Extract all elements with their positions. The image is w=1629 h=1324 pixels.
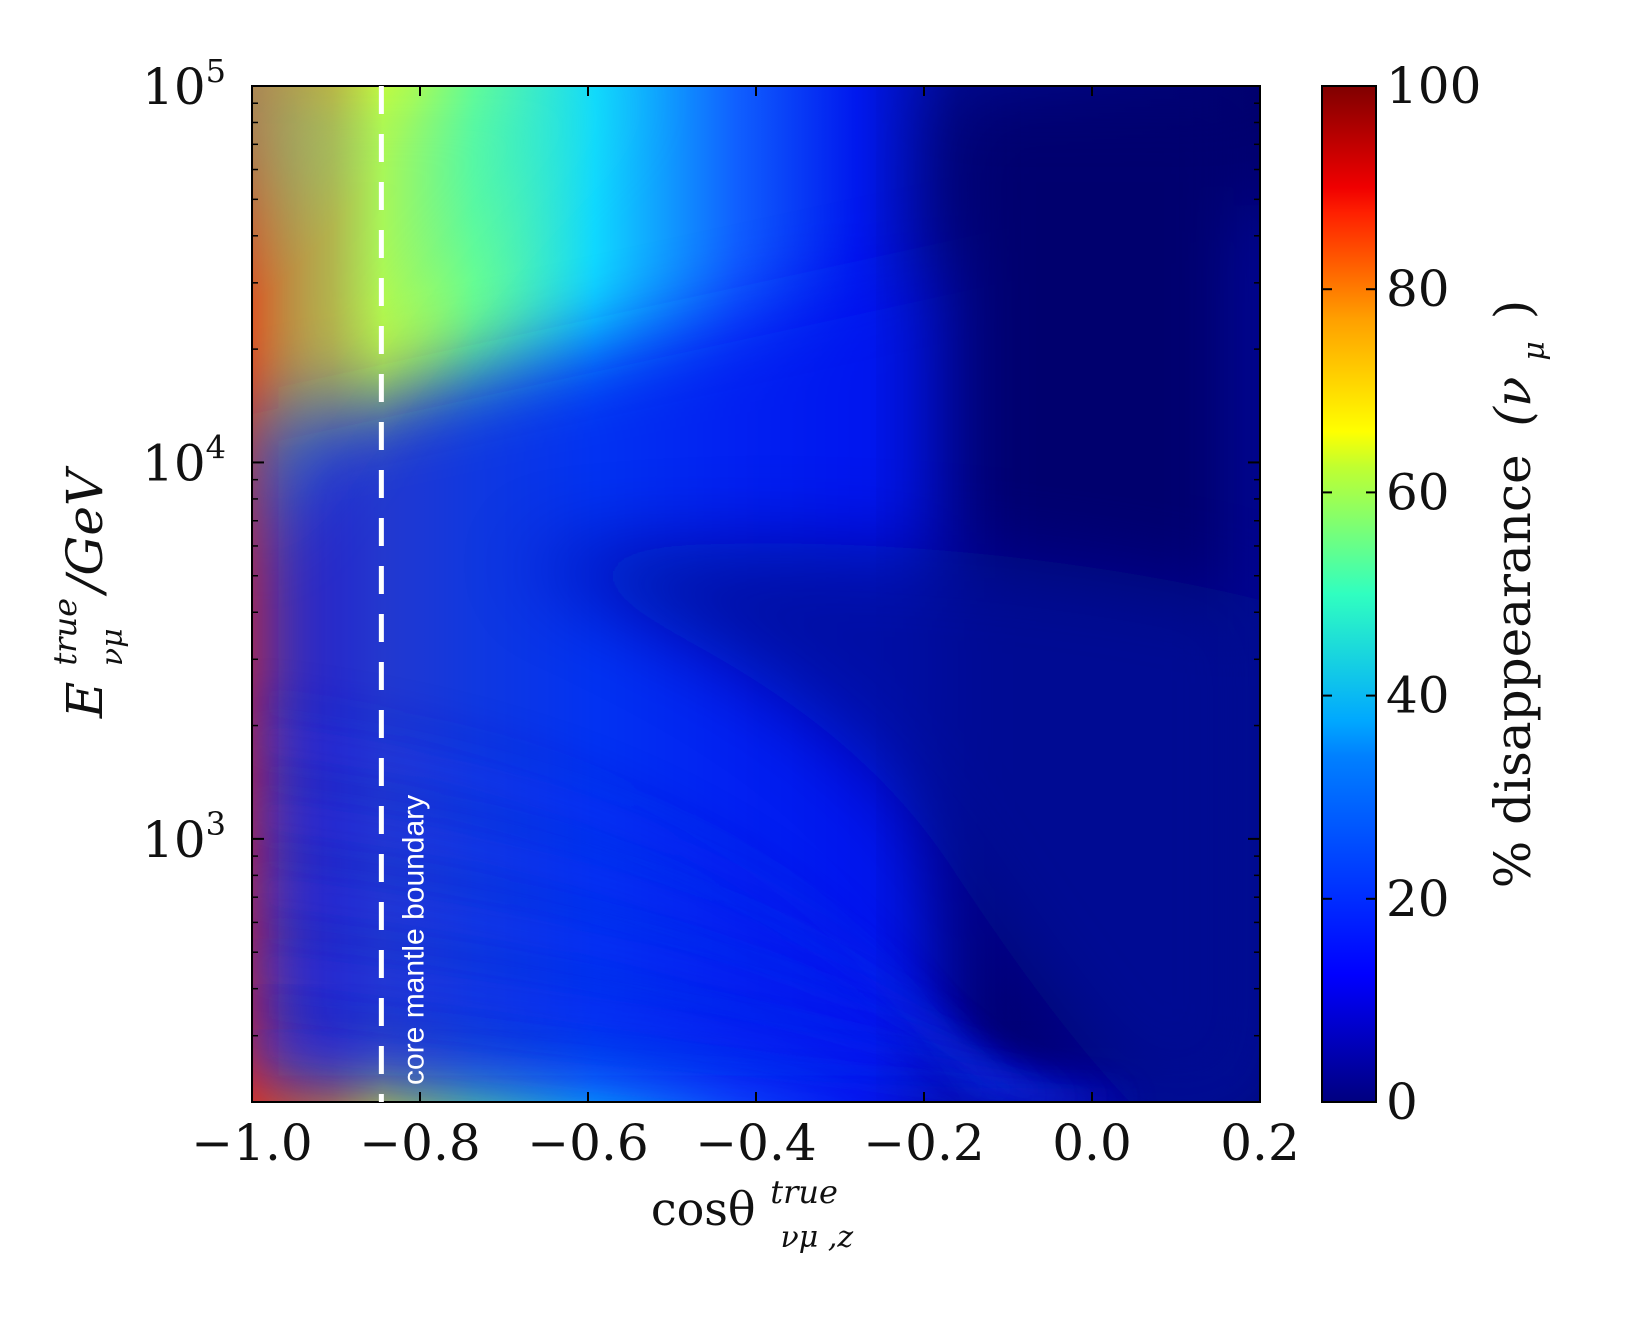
colorbar-tick-label: 0 (1386, 1073, 1418, 1131)
y-tick-label: 104 (142, 428, 226, 492)
colorbar-ticks: 0 20 40 60 80 100 (1322, 57, 1481, 1131)
x-tick-label: −1.0 (191, 1114, 312, 1172)
heat-layer-cyan-plume (252, 86, 640, 560)
colorbar (1321, 85, 1377, 1103)
heat-oscillation-arc (252, 847, 1047, 1102)
colorbar-label-text: % disappearance (1484, 454, 1542, 888)
y-axis-label-suffix: /GeV (56, 465, 114, 596)
colorbar-label-symbol: (ν (1484, 377, 1542, 427)
x-axis-label-main: cosθ (651, 1182, 756, 1236)
colorbar-tick-label: 20 (1386, 870, 1450, 928)
x-tick-label: −0.6 (527, 1114, 648, 1172)
colorbar-tick-label: 100 (1386, 57, 1481, 115)
colorbar-tick-label: 60 (1386, 463, 1450, 521)
heat-oscillation-arc (252, 885, 1063, 1102)
colorbar-tick-label: 40 (1386, 667, 1450, 725)
x-tick-label: −0.8 (359, 1114, 480, 1172)
svg-text:% disappearance (ν: % disappearance (ν μ ) (1484, 300, 1556, 888)
svg-text:E true νμ /G: E true νμ /GeV (30, 465, 134, 719)
heatmap-field (252, 86, 1260, 1102)
y-axis: 103 104 105 (142, 52, 1260, 1103)
x-axis-label-sub: νμ ,z (781, 1220, 854, 1255)
x-tick-label: 0.0 (1052, 1114, 1132, 1172)
heat-oscillation-arc (252, 923, 1078, 1102)
svg-text:cosθ true νμ ,z: cosθ true νμ ,z (651, 1160, 854, 1255)
x-axis: −1.0 −0.8 −0.6 −0.4 −0.2 0.0 0.2 (191, 86, 1300, 1172)
x-axis-label: cosθ true νμ ,z (651, 1160, 854, 1255)
heat-oscillation-arc (252, 809, 1032, 1102)
y-tick-label: 105 (142, 52, 226, 116)
heat-layer-trough (520, 543, 1260, 1102)
x-axis-label-sup: true (770, 1173, 838, 1211)
y-axis-label: E true νμ /GeV (30, 465, 134, 719)
colorbar-label: % disappearance (ν μ ) (1484, 300, 1556, 888)
core-mantle-boundary-label: core mantle boundary (397, 795, 430, 1085)
x-tick-label: −0.4 (695, 1114, 816, 1172)
heat-oscillation-arc (252, 1037, 1124, 1102)
y-axis-label-sup: true (46, 598, 84, 666)
colorbar-label-symbol-sub: μ (1517, 341, 1552, 361)
y-axis-label-main: E (56, 682, 114, 720)
x-tick-label: 0.2 (1220, 1114, 1300, 1172)
y-tick-label: 103 (142, 805, 226, 869)
heat-oscillation-arc (252, 999, 1109, 1102)
colorbar-tick-label: 80 (1386, 260, 1450, 318)
heat-oscillation-arc (252, 961, 1094, 1102)
x-tick-label: −0.2 (863, 1114, 984, 1172)
colorbar-label-close: ) (1484, 300, 1542, 320)
y-axis-label-sub: νμ (95, 628, 130, 666)
